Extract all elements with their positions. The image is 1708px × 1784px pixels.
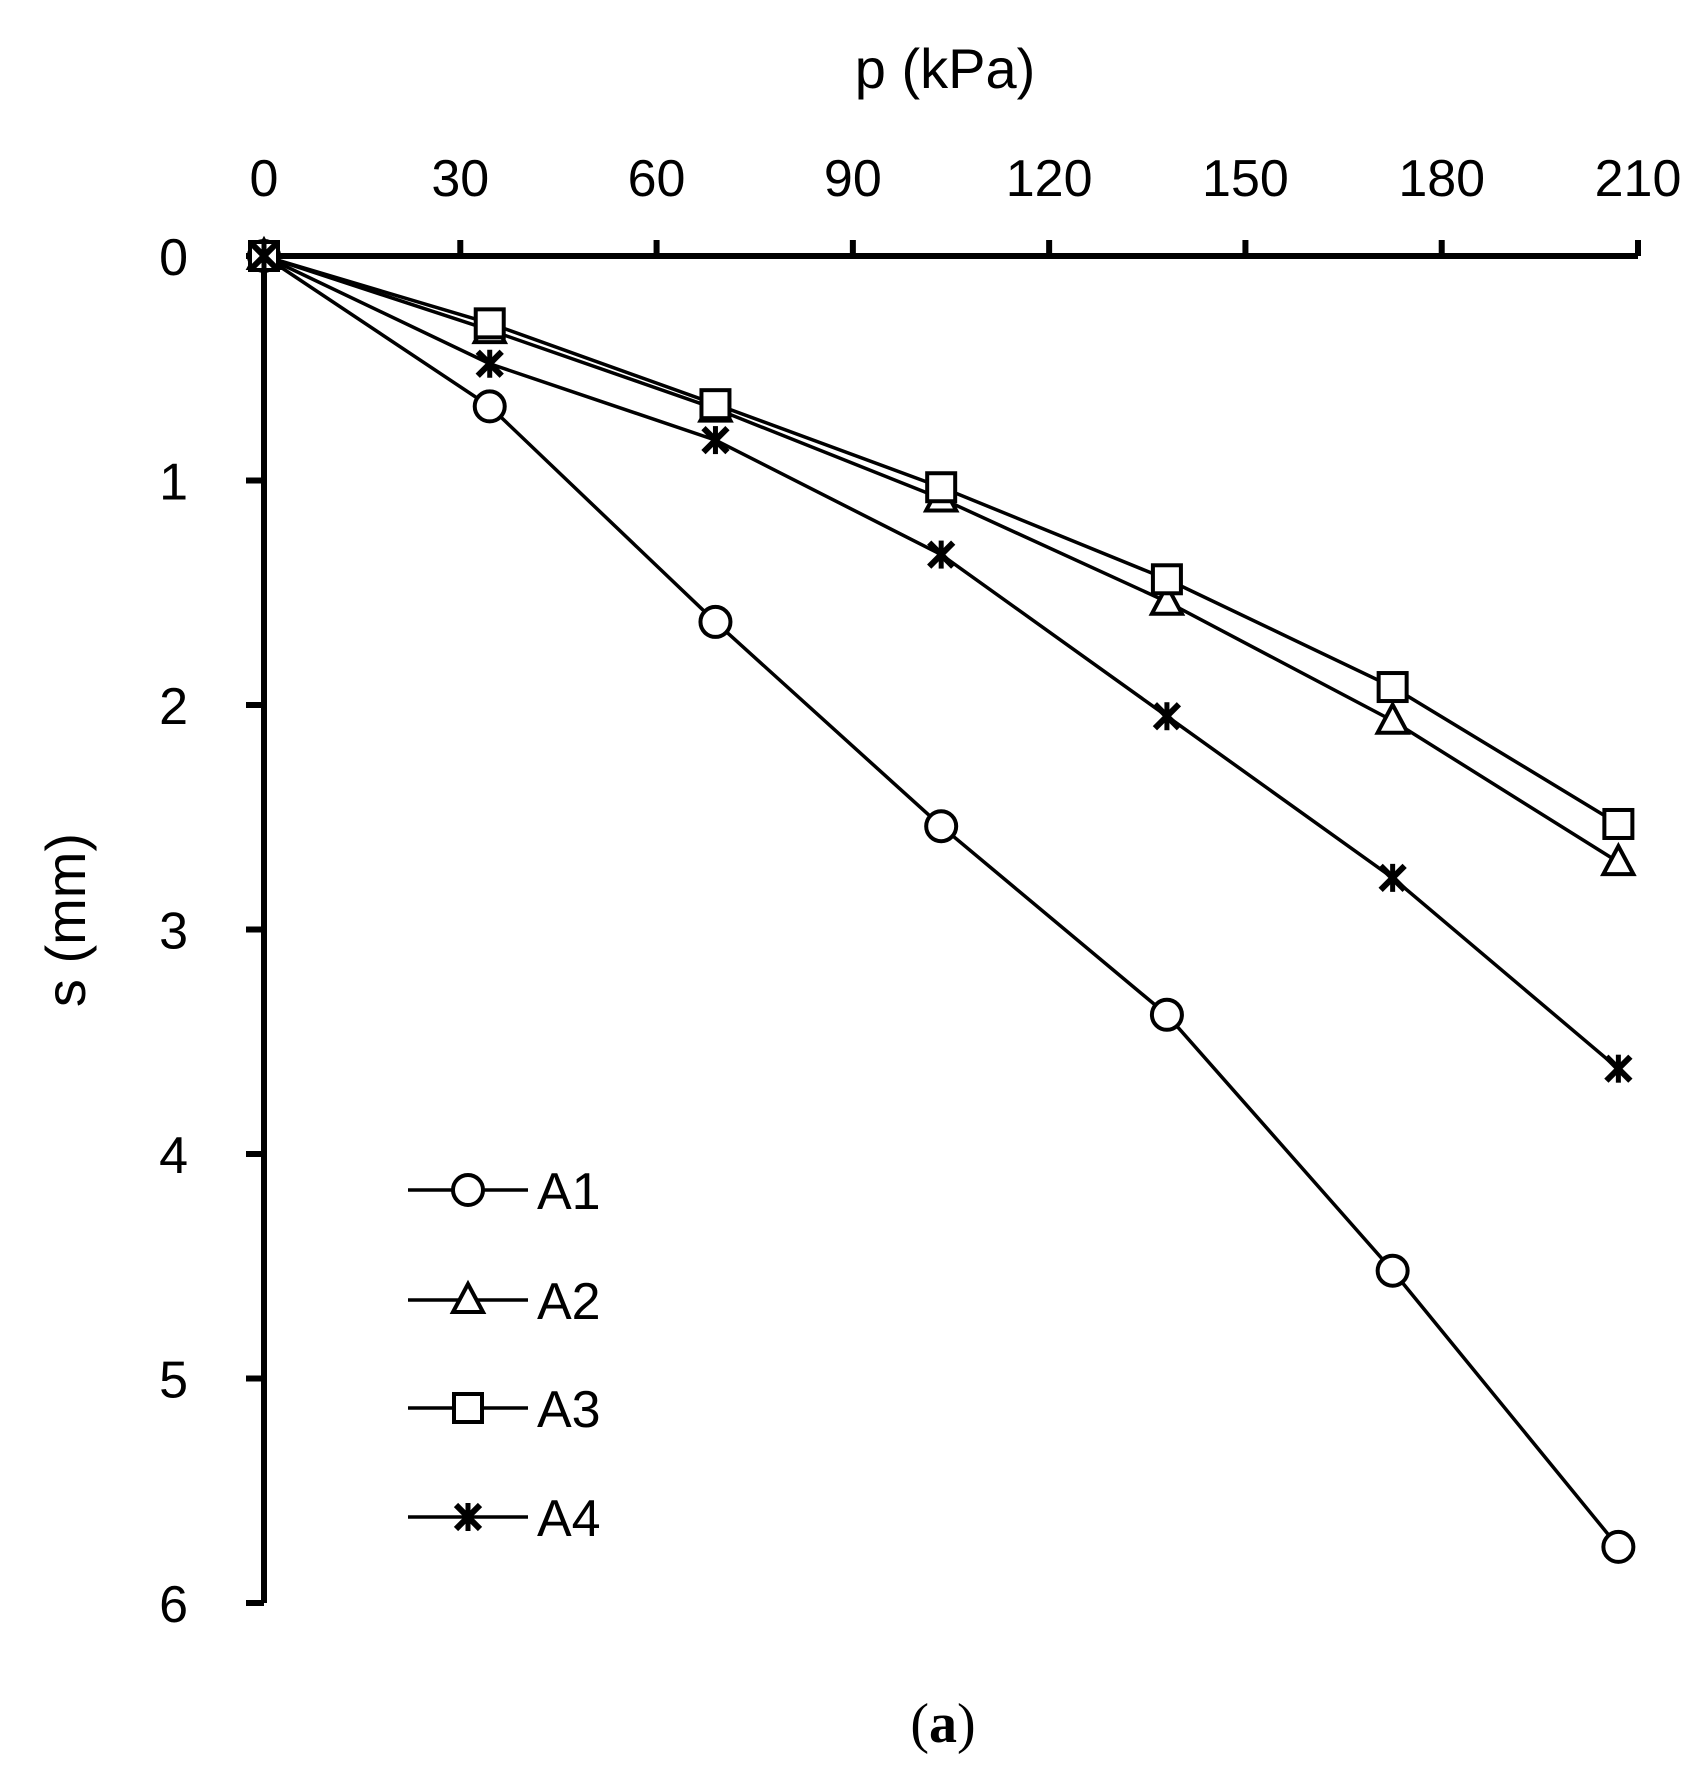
panel-label-letter: a (929, 1693, 957, 1755)
circle-marker (924, 809, 959, 844)
series-line-A1 (263, 254, 1620, 1548)
series-layer (245, 235, 1637, 1564)
x-tick-label: 60 (628, 150, 686, 208)
square-marker (1376, 671, 1409, 704)
y-tick-label: 4 (159, 1127, 188, 1185)
series-points-A4 (249, 241, 1633, 1083)
circle-marker (451, 1173, 485, 1207)
legend-item-A4: A4 (408, 1490, 601, 1548)
legend-label: A3 (537, 1381, 601, 1439)
square-marker (473, 307, 506, 340)
legend-label: A1 (537, 1163, 601, 1221)
y-tick-label: 1 (159, 454, 188, 512)
asterisk-marker (453, 1502, 483, 1532)
asterisk-marker (1378, 863, 1407, 892)
circle-marker (698, 604, 733, 639)
legend-item-A1: A1 (408, 1163, 601, 1221)
asterisk-marker (249, 241, 279, 271)
legend-item-A2: A2 (408, 1273, 601, 1331)
legend: A1 A2 A3 A4 (408, 1163, 601, 1548)
square-marker (925, 471, 958, 504)
series-points-A3 (248, 240, 1635, 840)
series-points-A1 (247, 239, 1636, 1564)
square-marker (452, 1392, 484, 1424)
square-marker (1602, 807, 1635, 840)
circle-marker (472, 389, 507, 424)
x-tick-label: 120 (1006, 150, 1093, 208)
legend-item-A3: A3 (408, 1381, 601, 1439)
asterisk-marker (927, 540, 956, 569)
y-axis-title: s (mm) (34, 833, 97, 1007)
panel-label-close: ) (957, 1693, 976, 1755)
y-tick-label: 3 (159, 903, 188, 961)
series-line-A3 (263, 254, 1620, 826)
asterisk-marker (1152, 702, 1182, 731)
x-tick-label: 0 (250, 150, 279, 208)
circle-marker (1149, 997, 1184, 1032)
asterisk-marker (475, 349, 504, 378)
series-line-A4 (263, 254, 1620, 1071)
triangle-marker (1148, 581, 1186, 616)
x-tick-label: 150 (1202, 150, 1289, 208)
y-tick-label: 5 (159, 1352, 188, 1410)
panel-label: (a) (910, 1693, 975, 1755)
circle-marker (1375, 1253, 1410, 1288)
x-axis-title: p (kPa) (855, 37, 1036, 100)
panel-label-open: ( (910, 1693, 929, 1755)
asterisk-marker (1604, 1054, 1633, 1083)
y-tick-label: 6 (159, 1576, 188, 1634)
y-tick-label: 0 (159, 229, 188, 287)
y-axis-ticks: 0 1 2 3 4 5 6 (159, 229, 264, 1634)
x-tick-label: 90 (824, 150, 882, 208)
y-tick-label: 2 (159, 678, 188, 736)
circle-marker (1601, 1529, 1636, 1564)
x-tick-label: 210 (1595, 150, 1682, 208)
square-marker (1150, 563, 1183, 596)
legend-label: A4 (537, 1490, 601, 1548)
legend-label: A2 (537, 1273, 601, 1331)
triangle-marker (449, 1279, 487, 1314)
x-tick-label: 180 (1398, 150, 1485, 208)
triangle-marker (1600, 841, 1637, 877)
asterisk-marker (701, 425, 730, 455)
x-axis-ticks: 0 30 60 90 120 150 180 210 (250, 150, 1682, 256)
x-tick-label: 30 (431, 150, 489, 208)
triangle-marker (1374, 700, 1411, 735)
square-marker (699, 388, 732, 421)
